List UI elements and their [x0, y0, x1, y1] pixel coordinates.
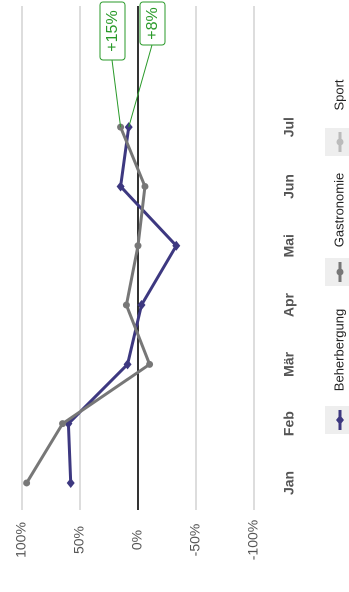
annotation-text: +8% — [144, 7, 161, 39]
legend-label: Gastronomie — [331, 173, 346, 247]
data-point — [116, 181, 125, 192]
legend-label: Beherbergung — [331, 309, 346, 391]
annotation-leader — [111, 59, 122, 128]
y-tick-label: 100% — [13, 522, 29, 558]
data-point — [23, 479, 31, 487]
legend-marker — [336, 138, 344, 146]
y-tick-label: -100% — [245, 520, 261, 560]
annotation-leader — [128, 44, 153, 128]
data-point — [141, 182, 149, 190]
x-tick-label: Jul — [281, 117, 297, 137]
x-tick-label: Jan — [281, 471, 297, 495]
data-point — [123, 359, 132, 370]
data-point — [172, 240, 181, 251]
y-tick-label: -50% — [187, 524, 203, 557]
x-tick-label: Apr — [281, 292, 297, 317]
legend-label: Sport — [331, 79, 346, 110]
x-tick-label: Mai — [281, 234, 297, 257]
series-line — [66, 126, 179, 484]
x-tick-label: Jun — [281, 174, 297, 199]
x-tick-label: Mär — [281, 351, 297, 376]
legend-marker — [336, 415, 344, 425]
data-point — [59, 420, 67, 428]
series-line — [25, 126, 152, 484]
rotated-chart: -100% -50% 0% 50% 100% Jan Feb Mär Apr Mai Jun Jul +… — [13, 1, 349, 560]
data-point — [122, 301, 130, 309]
annotation-box — [139, 1, 166, 46]
annotation-box — [99, 1, 126, 61]
annotation-text: +15% — [104, 10, 121, 51]
legend-marker — [336, 268, 344, 276]
y-tick-label: 50% — [71, 526, 87, 554]
data-point — [66, 477, 75, 488]
data-point — [134, 242, 142, 250]
data-point — [146, 360, 154, 368]
data-point — [137, 300, 146, 311]
y-tick-label: 0% — [129, 530, 145, 550]
x-tick-label: Feb — [281, 411, 297, 436]
